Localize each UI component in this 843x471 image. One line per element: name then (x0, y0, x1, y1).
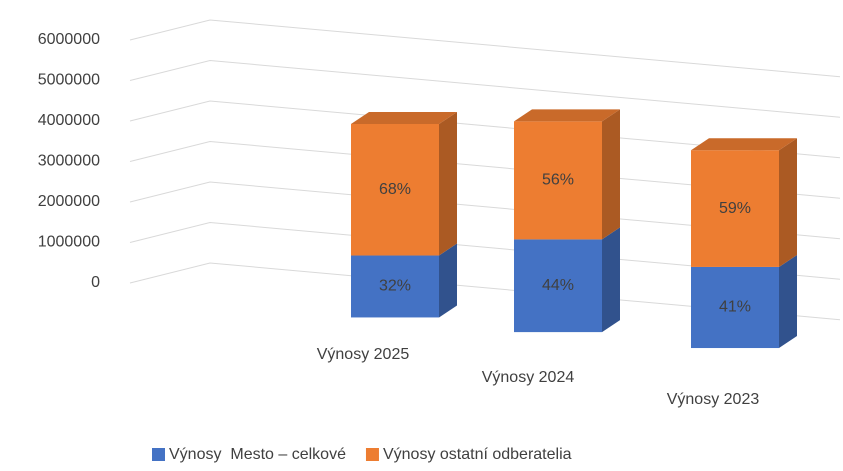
grid-line (129, 19, 841, 78)
bar (691, 254, 797, 349)
bar-front (691, 150, 779, 267)
x-tick-label: Výnosy 2025 (317, 346, 410, 363)
bar (351, 243, 457, 318)
grid-line (129, 262, 841, 321)
grid-line (129, 221, 841, 280)
bar-front (514, 121, 602, 240)
data-label: 32% (379, 278, 411, 295)
bar-side (602, 227, 620, 333)
y-tick-label: 0 (91, 274, 100, 291)
data-label: 56% (542, 172, 574, 189)
legend-swatch (152, 448, 165, 461)
data-label: 44% (542, 277, 574, 294)
bar-side (439, 243, 457, 318)
data-label: 68% (379, 181, 411, 198)
x-tick-label: Výnosy 2024 (482, 369, 575, 386)
grid-line (129, 140, 841, 199)
bar-side (602, 109, 620, 240)
bar-top (351, 111, 457, 124)
legend-label: Výnosy ostatní odberatelia (383, 446, 572, 463)
data-label: 41% (719, 299, 751, 316)
y-tick-label: 1000000 (38, 234, 100, 251)
data-label: 59% (719, 200, 751, 217)
bar (514, 227, 620, 333)
x-tick-label: Výnosy 2023 (667, 391, 760, 408)
y-tick-label: 2000000 (38, 193, 100, 210)
grid-line (129, 59, 841, 118)
grid-line (129, 100, 841, 159)
bar-side (439, 111, 457, 256)
bar-front (691, 266, 779, 349)
grid-line (129, 181, 841, 240)
bar-top (691, 138, 797, 151)
bar-front (514, 239, 602, 333)
legend-swatch (365, 448, 379, 461)
y-tick-label: 5000000 (38, 72, 100, 89)
bar (691, 138, 797, 267)
bar-front (351, 123, 439, 256)
y-tick-label: 4000000 (38, 112, 100, 129)
bar-side (779, 254, 797, 349)
y-tick-label: 3000000 (38, 153, 100, 170)
bar-top (514, 109, 620, 122)
bar (514, 109, 620, 240)
bar-side (779, 138, 797, 267)
bar (351, 111, 457, 256)
legend-label: Výnosy Mesto – celkové (169, 446, 346, 463)
bar-front (351, 255, 439, 318)
y-tick-label: 6000000 (38, 31, 100, 48)
